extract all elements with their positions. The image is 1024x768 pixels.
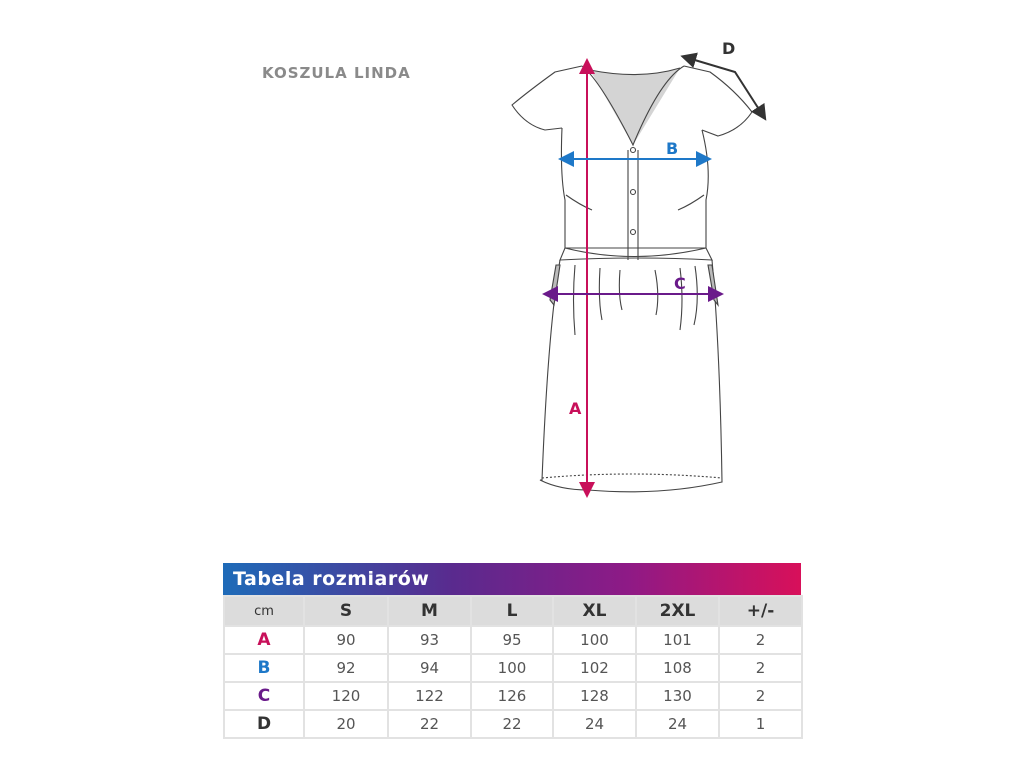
table-cell: 128	[552, 681, 637, 711]
label-b: B	[666, 139, 678, 158]
table-cell: 108	[635, 653, 720, 683]
label-a: A	[569, 399, 582, 418]
label-c: C	[674, 274, 686, 293]
column-header: XL	[552, 595, 637, 627]
row-label: B	[223, 653, 305, 683]
column-header: cm	[223, 595, 305, 627]
table-cell: 94	[387, 653, 472, 683]
table-cell: 90	[303, 625, 389, 655]
table-cell: 102	[552, 653, 637, 683]
table-cell: 24	[635, 709, 720, 739]
dress-outline	[511, 65, 753, 493]
column-header: S	[303, 595, 389, 627]
row-label: D	[223, 709, 305, 739]
table-cell: 2	[718, 681, 803, 711]
table-cell: 130	[635, 681, 720, 711]
table-row: B 92 94 100 102 108 2	[223, 653, 803, 683]
table-row: C 120 122 126 128 130 2	[223, 681, 803, 711]
table-cell: 1	[718, 709, 803, 739]
table-cell: 20	[303, 709, 389, 739]
column-header: 2XL	[635, 595, 720, 627]
product-title: KOSZULA LINDA	[262, 64, 411, 82]
table-cell: 100	[470, 653, 554, 683]
row-label: A	[223, 625, 305, 655]
dress-diagram: A B C D	[511, 39, 767, 498]
table-cell: 101	[635, 625, 720, 655]
table-row: D 20 22 22 24 24 1	[223, 709, 803, 739]
row-label: C	[223, 681, 305, 711]
table-cell: 93	[387, 625, 472, 655]
table-row: A 90 93 95 100 101 2	[223, 625, 803, 655]
table-cell: 22	[470, 709, 554, 739]
table-cell: 120	[303, 681, 389, 711]
size-table: Tabela rozmiarów cm S M L XL 2XL +/- A 90…	[223, 563, 803, 739]
table-cell: 95	[470, 625, 554, 655]
size-table-title: Tabela rozmiarów	[223, 563, 801, 595]
table-cell: 2	[718, 653, 803, 683]
table-cell: 22	[387, 709, 472, 739]
table-cell: 100	[552, 625, 637, 655]
table-cell: 2	[718, 625, 803, 655]
column-header: +/-	[718, 595, 803, 627]
table-cell: 126	[470, 681, 554, 711]
measure-d-line	[680, 52, 767, 121]
column-header: L	[470, 595, 554, 627]
table-cell: 24	[552, 709, 637, 739]
table-cell: 122	[387, 681, 472, 711]
label-d: D	[722, 39, 735, 58]
table-header-row: cm S M L XL 2XL +/-	[223, 595, 803, 627]
table-cell: 92	[303, 653, 389, 683]
column-header: M	[387, 595, 472, 627]
